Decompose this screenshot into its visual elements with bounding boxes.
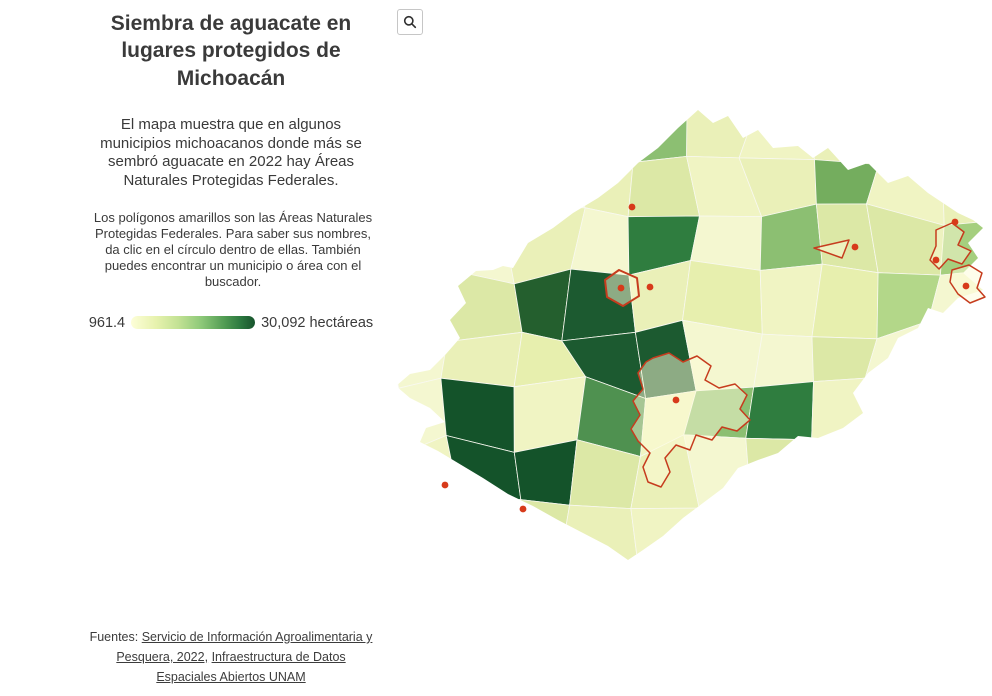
municipality-cell[interactable] — [630, 565, 703, 570]
search-icon — [403, 15, 417, 29]
municipality-cell[interactable] — [989, 382, 992, 436]
anp-marker[interactable] — [851, 243, 859, 251]
municipality-cell[interactable] — [509, 499, 571, 562]
source-link-unam[interactable]: Infraestructura de Datos Espaciales Abie… — [156, 650, 346, 684]
municipality-cell[interactable] — [397, 550, 464, 570]
municipality-cell[interactable] — [986, 147, 992, 221]
intro-text: El mapa muestra que en algunos municipio… — [100, 115, 362, 190]
municipality-cell[interactable] — [439, 205, 515, 285]
municipality-cell[interactable] — [867, 493, 925, 555]
municipality-cell[interactable] — [923, 549, 985, 570]
protected-area-polygon[interactable] — [630, 352, 751, 488]
municipality-cell[interactable] — [560, 98, 634, 163]
protected-area-polygon[interactable] — [929, 222, 972, 270]
municipality-cell[interactable] — [811, 336, 878, 383]
instructions-text: Los polígonos amarillos son las Áreas Na… — [93, 209, 373, 289]
municipality-cell[interactable] — [507, 98, 575, 161]
municipality-cell[interactable] — [560, 561, 638, 570]
anp-marker[interactable] — [962, 282, 970, 290]
municipality-cells — [393, 98, 992, 570]
anp-marker[interactable] — [672, 396, 680, 404]
municipality-cell[interactable] — [859, 549, 930, 570]
municipality-cell[interactable] — [745, 381, 814, 441]
municipality-cell[interactable] — [880, 438, 922, 502]
left-panel: Siembra de aguacate en lugares protegido… — [88, 0, 374, 331]
municipality-cell[interactable] — [864, 377, 929, 441]
municipality-cell[interactable] — [395, 99, 466, 168]
municipality-cell[interactable] — [757, 550, 823, 570]
anp-marker[interactable] — [932, 256, 940, 264]
municipality-cell[interactable] — [738, 98, 815, 161]
municipality-cell[interactable] — [400, 146, 463, 215]
legend-max-label: 30,092 hectáreas — [261, 314, 374, 331]
municipality-cell[interactable] — [920, 434, 992, 506]
legend: 961.4 30,092 hectáreas — [88, 315, 374, 331]
municipality-cell[interactable] — [502, 559, 581, 570]
anp-markers — [441, 203, 970, 513]
municipality-cell[interactable] — [984, 554, 992, 570]
anp-marker[interactable] — [628, 203, 636, 211]
anp-marker[interactable] — [441, 481, 449, 489]
source-link-siap[interactable]: Servicio de Información Agroalimentaria … — [116, 630, 373, 664]
municipality-cell[interactable] — [815, 500, 886, 563]
map-container — [393, 98, 992, 570]
municipality-cell[interactable] — [440, 331, 523, 388]
municipality-cell[interactable] — [809, 553, 869, 570]
page-title: Siembra de aguacate en lugares protegido… — [110, 12, 352, 90]
search-button[interactable] — [397, 9, 423, 35]
anp-marker[interactable] — [646, 283, 654, 291]
municipality-cell[interactable] — [619, 98, 688, 163]
municipality-cell[interactable] — [753, 333, 814, 388]
municipality-cell[interactable] — [393, 208, 444, 269]
municipality-cell[interactable] — [698, 499, 759, 567]
municipality-cell[interactable] — [443, 550, 511, 570]
municipality-cell[interactable] — [811, 377, 882, 441]
legend-min-label: 961.4 — [88, 314, 126, 331]
municipality-cell[interactable] — [920, 493, 992, 567]
municipality-cell[interactable] — [984, 505, 992, 567]
municipality-cell[interactable] — [750, 499, 823, 564]
municipality-cell[interactable] — [808, 98, 880, 165]
sources-footer: Fuentes: Servicio de Información Agroali… — [85, 627, 377, 687]
municipality-cell[interactable] — [499, 150, 586, 209]
municipality-cell[interactable] — [941, 149, 992, 226]
municipality-cell[interactable] — [927, 319, 992, 401]
municipality-cell[interactable] — [745, 437, 817, 512]
municipality-cell[interactable] — [461, 103, 521, 161]
municipality-cell[interactable] — [630, 507, 704, 566]
protected-area-polygon[interactable] — [813, 239, 850, 259]
municipality-cell[interactable] — [759, 263, 823, 338]
municipality-cell[interactable] — [559, 504, 639, 565]
municipality-cell[interactable] — [986, 212, 992, 270]
municipality-cell[interactable] — [393, 260, 448, 343]
michoacan-choropleth-map — [393, 98, 992, 570]
municipality-cell[interactable] — [689, 550, 763, 570]
municipality-cell[interactable] — [811, 439, 886, 512]
municipality-cell[interactable] — [861, 106, 944, 165]
anp-marker[interactable] — [617, 284, 625, 292]
municipality-cell[interactable] — [458, 496, 522, 560]
municipality-cell[interactable] — [438, 146, 509, 215]
municipality-cell[interactable] — [920, 380, 992, 440]
municipality-cell[interactable] — [401, 493, 464, 570]
anp-marker[interactable] — [951, 218, 959, 226]
municipality-cell[interactable] — [559, 149, 634, 218]
municipality-cell[interactable] — [941, 98, 992, 155]
municipality-cell[interactable] — [989, 434, 992, 513]
municipality-cell[interactable] — [811, 263, 879, 340]
anp-marker[interactable] — [519, 505, 527, 513]
sources-prefix: Fuentes: — [89, 630, 142, 644]
legend-gradient-bar — [131, 316, 256, 330]
